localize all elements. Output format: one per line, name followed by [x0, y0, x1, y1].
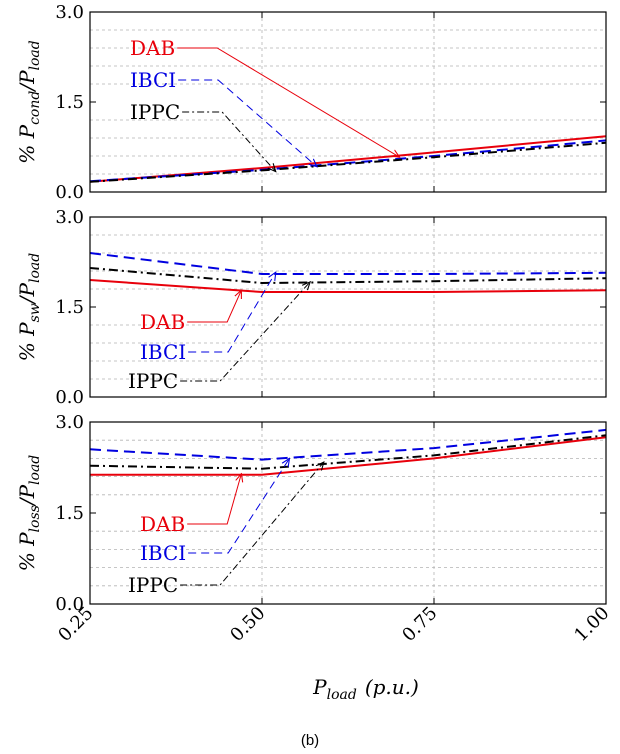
annotation-arrow-dab	[187, 290, 241, 323]
x-tick-label: 0.50	[226, 603, 269, 646]
y-tick-label: 1.5	[55, 92, 84, 113]
annotation-arrow-ibci	[178, 79, 317, 167]
y-tick-label: 0.0	[55, 182, 84, 203]
x-tick-label: 1.00	[570, 603, 613, 646]
figure-caption: (b)	[301, 732, 319, 749]
series-line-dab	[89, 135, 607, 183]
y-axis-label: % Pcond/Pload	[15, 40, 43, 164]
chart-panels: 0.0 1.5 3.0 DAB IBCI IPPC % Pcond/Pload 0.0 1.5 3…	[15, 2, 614, 646]
series-line-dab	[90, 436, 607, 476]
panel-2: 0.0 1.5 3.0 DAB IBCI IPPC % Psw/Pload	[15, 207, 607, 408]
annotation-ibci: IBCI	[140, 340, 186, 364]
y-tick-label: 1.5	[55, 503, 84, 524]
plot-frame	[89, 216, 607, 398]
y-tick-label: 0.0	[55, 387, 84, 408]
series-line-ippc	[89, 434, 607, 470]
annotation-ibci: IBCI	[130, 68, 176, 92]
annotation-ibci: IBCI	[140, 541, 186, 565]
x-tick-label: 0.75	[398, 603, 441, 646]
annotation-dab: DAB	[140, 310, 185, 334]
series-line-ippc	[89, 267, 607, 285]
annotation-ippc: IPPC	[128, 369, 178, 393]
annotation-dab: DAB	[140, 512, 185, 536]
y-tick-label: 3.0	[55, 2, 84, 23]
panel-1: 0.0 1.5 3.0 DAB IBCI IPPC % Pcond/Pload	[15, 2, 607, 203]
y-tick-label: 3.0	[55, 412, 84, 433]
annotation-arrow-dab	[177, 47, 399, 157]
y-axis-label: % Psw/Pload	[15, 253, 43, 361]
plot-frame	[89, 421, 607, 605]
plot-frame	[89, 11, 607, 193]
annotation-dab: DAB	[130, 36, 175, 60]
y-tick-label: 1.5	[55, 297, 84, 318]
annotation-ippc: IPPC	[130, 100, 180, 124]
y-tick-label: 3.0	[55, 207, 84, 228]
annotation-arrow-ippc	[180, 462, 324, 586]
annotation-arrow-dab	[187, 474, 241, 525]
series-line-ibci	[89, 428, 607, 461]
series-line-ibci	[89, 139, 607, 183]
series-line-dab	[89, 279, 607, 293]
series-line-ibci	[89, 252, 607, 275]
annotation-arrow-ibci	[188, 272, 276, 353]
annotation-arrow-ippc	[182, 111, 276, 172]
annotation-ippc: IPPC	[128, 573, 178, 597]
annotation-arrow-ibci	[188, 458, 289, 554]
y-tick-label: 0.0	[55, 594, 84, 615]
annotation-arrow-ippc	[180, 282, 310, 382]
y-axis-label: % Ploss/Pload	[15, 455, 43, 572]
x-axis-label: Pload (p.u.)	[312, 675, 419, 703]
series-line-ippc	[89, 141, 607, 183]
